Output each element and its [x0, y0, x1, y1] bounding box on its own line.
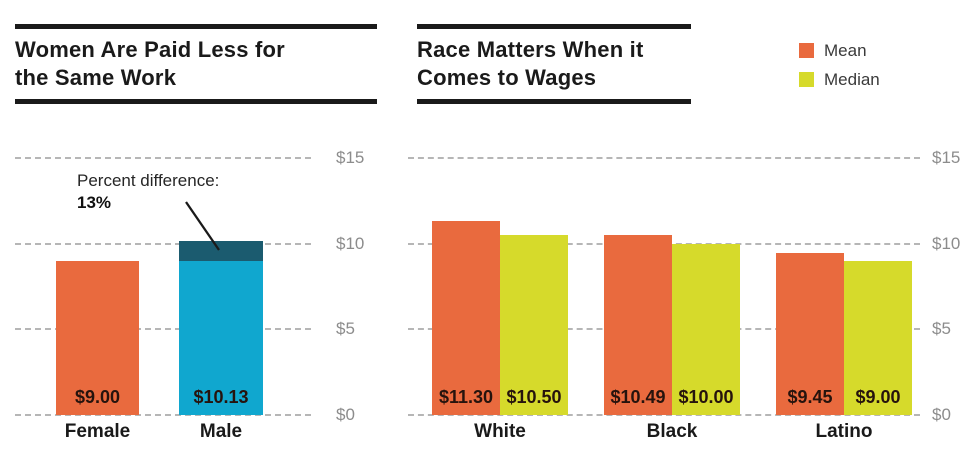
right-chart-title: Race Matters When it Comes to Wages — [417, 36, 691, 92]
value-label: $10.50 — [506, 387, 562, 407]
category-label: White — [474, 421, 526, 442]
value-label: $9.00 — [74, 387, 121, 407]
value-label: $9.45 — [787, 387, 833, 407]
category-label: Black — [646, 421, 698, 442]
right-chart-title-block: Race Matters When it Comes to Wages — [417, 24, 691, 104]
tick-label-$10: $10 — [932, 234, 961, 253]
gridline-$0 — [408, 414, 920, 416]
tick-label-$0: $0 — [932, 405, 951, 424]
tick-label-$0: $0 — [336, 405, 355, 424]
gridline-$10 — [15, 243, 311, 245]
mean-swatch — [799, 43, 814, 58]
legend-label: Mean — [824, 41, 867, 60]
left-title-line-1: Women Are Paid Less for — [15, 37, 285, 62]
category-label: Female — [64, 421, 131, 442]
value-label: $10.13 — [193, 387, 249, 407]
tick-label-$15: $15 — [336, 148, 365, 167]
bar-latino-mean — [776, 253, 844, 415]
right-title-line-1: Race Matters When it — [417, 37, 644, 62]
tick-label-$15: $15 — [932, 148, 961, 167]
bar-female — [56, 261, 139, 415]
bar-black-mean — [604, 235, 672, 415]
title-rule-top — [15, 24, 377, 29]
tick-label-$10: $10 — [336, 234, 365, 253]
title-rule-bottom — [15, 99, 377, 104]
value-label: $10.00 — [678, 387, 734, 407]
bar-black-median — [672, 244, 740, 415]
bar-latino-median — [844, 261, 912, 415]
legend-label: Median — [824, 70, 880, 89]
annotation-text: Percent difference: — [77, 171, 220, 190]
tick-label-$5: $5 — [336, 319, 355, 338]
value-label: $10.49 — [610, 387, 666, 407]
gridline-$15 — [408, 157, 920, 159]
left-chart-title-block: Women Are Paid Less for the Same Work — [15, 24, 377, 104]
gridline-$15 — [15, 157, 311, 159]
bar-white-median — [500, 235, 568, 415]
percent-difference-annotation: Percent difference: 13% — [77, 170, 219, 214]
category-label: Latino — [815, 421, 873, 442]
bar-white-mean — [432, 221, 500, 415]
legend-item-mean: Mean — [799, 42, 880, 59]
gridline-$5 — [15, 328, 311, 330]
right-title-line-2: Comes to Wages — [417, 65, 597, 90]
left-title-line-2: the Same Work — [15, 65, 177, 90]
category-label: Male — [199, 421, 243, 442]
annotation-percent-value: 13% — [77, 193, 112, 212]
legend-item-median: Median — [799, 71, 880, 88]
title-rule-top — [417, 24, 691, 29]
left-chart-title: Women Are Paid Less for the Same Work — [15, 36, 377, 92]
gridline-$0 — [15, 414, 311, 416]
median-swatch — [799, 72, 814, 87]
title-rule-bottom — [417, 99, 691, 104]
tick-label-$5: $5 — [932, 319, 951, 338]
legend: Mean Median — [799, 42, 880, 100]
value-label: $9.00 — [855, 387, 901, 407]
value-label: $11.30 — [438, 387, 494, 407]
